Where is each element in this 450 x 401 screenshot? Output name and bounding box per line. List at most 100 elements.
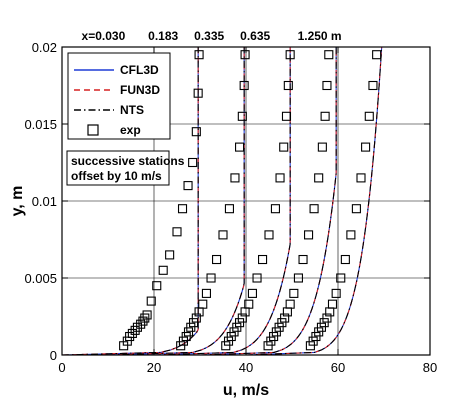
exp-point-s1-3 <box>183 327 194 337</box>
curve-nts-station-2 <box>153 47 291 356</box>
exp-point-s4-11 <box>340 254 350 265</box>
station-label-4: 1.250 m <box>298 29 342 43</box>
exp-point-s0-8 <box>140 313 150 323</box>
exp-point-s1-14 <box>230 173 240 183</box>
legend-box <box>67 52 171 140</box>
exp-point-s4-0 <box>305 341 315 351</box>
exp-point-s1-4 <box>186 322 196 332</box>
exp-point-s4-8 <box>327 299 338 309</box>
exp-point-s4-18 <box>372 50 382 60</box>
exp-point-s1-11 <box>212 254 222 265</box>
exp-point-s1-18 <box>240 50 250 60</box>
exp-point-s4-9 <box>331 288 341 298</box>
station-label-1: 0.183 <box>148 29 178 43</box>
exp-point-s2-4 <box>232 322 242 332</box>
exp-point-s3-12 <box>304 230 314 240</box>
exp-point-s0-1 <box>122 336 132 346</box>
y-tick-label-3: 0.015 <box>24 117 57 132</box>
exp-point-s3-10 <box>293 273 303 283</box>
exp-point-s0-3 <box>127 328 137 338</box>
exp-point-s1-10 <box>206 273 216 283</box>
exp-point-s0-20 <box>194 50 204 60</box>
station-label-0: x=0.030 <box>82 29 126 43</box>
exp-point-s4-14 <box>356 173 366 183</box>
exp-point-s0-13 <box>165 250 175 260</box>
exp-point-s4-17 <box>368 80 378 91</box>
exp-point-s1-9 <box>201 288 211 298</box>
exp-point-s0-2 <box>125 331 135 342</box>
exp-point-s0-10 <box>146 296 156 306</box>
y-tick-label-1: 0.005 <box>24 271 57 286</box>
exp-point-s1-2 <box>181 331 191 342</box>
exp-point-s3-15 <box>317 142 327 152</box>
legend-label-cfl3d: CFL3D <box>120 63 159 77</box>
exp-point-s4-16 <box>364 111 374 121</box>
exp-point-s2-17 <box>283 80 293 91</box>
exp-point-s0-12 <box>158 265 168 275</box>
exp-point-s0-4 <box>130 325 140 335</box>
y-tick-label-0: 0 <box>50 348 57 363</box>
exp-point-s2-10 <box>252 273 262 283</box>
legend-label-nts: NTS <box>120 103 144 117</box>
legend: CFL3D FUN3D NTS exp <box>67 52 171 140</box>
legend-label-exp: exp <box>120 123 141 137</box>
offset-annotation: successive stations offset by 10 m/s <box>66 150 185 186</box>
exp-point-s2-6 <box>237 313 247 323</box>
exp-point-s2-5 <box>235 318 245 328</box>
exp-point-s4-12 <box>346 230 356 240</box>
exp-point-s4-5 <box>319 318 329 328</box>
exp-point-s0-15 <box>177 204 188 214</box>
curve-nts-station-4 <box>245 46 383 356</box>
exp-point-s3-5 <box>277 318 287 328</box>
exp-point-s2-11 <box>258 254 268 265</box>
exp-point-s2-18 <box>285 50 295 60</box>
curve-nts-station-0 <box>61 47 199 356</box>
profile-curves <box>61 46 383 356</box>
exp-point-s0-5 <box>132 322 142 332</box>
curve-fun3d-station-3 <box>199 47 337 356</box>
exp-point-s4-2 <box>311 331 321 342</box>
exp-point-s2-9 <box>247 288 257 298</box>
annotation-line-1: successive stations <box>71 154 185 168</box>
exp-point-s3-4 <box>274 322 284 332</box>
exp-point-s4-1 <box>308 336 318 346</box>
exp-point-s3-16 <box>320 111 330 121</box>
exp-point-s4-3 <box>314 327 324 337</box>
exp-point-s2-14 <box>275 173 285 183</box>
x-tick-label-2: 40 <box>239 360 253 375</box>
y-axis-label: y, m <box>9 186 26 217</box>
exp-point-s3-9 <box>289 288 299 298</box>
axis-ticks: 0 20 40 60 80 0 0.005 0.01 0.015 0.02 <box>24 40 437 375</box>
exp-point-s1-16 <box>237 111 247 121</box>
x-tick-label-3: 60 <box>331 360 345 375</box>
legend-label-fun3d: FUN3D <box>120 83 160 97</box>
exp-point-s0-14 <box>172 227 182 237</box>
exp-point-s1-13 <box>224 204 234 214</box>
exp-point-s3-17 <box>322 80 332 91</box>
exp-point-s2-8 <box>244 299 254 309</box>
exp-point-s3-8 <box>285 299 295 309</box>
exp-point-s2-15 <box>279 142 289 152</box>
annotation-line-2: offset by 10 m/s <box>71 169 162 183</box>
exp-point-s1-17 <box>239 80 249 91</box>
y-tick-label-4: 0.02 <box>32 40 57 55</box>
exp-point-s4-13 <box>351 204 361 214</box>
experimental-markers <box>119 50 382 351</box>
exp-point-s1-8 <box>198 299 208 309</box>
annotation-box <box>66 150 170 186</box>
exp-point-s0-17 <box>188 157 198 168</box>
x-axis-label: u, m/s <box>223 382 269 399</box>
x-tick-label-1: 20 <box>147 360 161 375</box>
x-tick-label-4: 80 <box>423 360 437 375</box>
station-label-2: 0.335 <box>194 29 224 43</box>
exp-point-s2-0 <box>221 341 231 351</box>
exp-point-s0-16 <box>183 181 193 191</box>
y-tick-label-2: 0.01 <box>32 194 57 209</box>
exp-point-s0-9 <box>142 310 152 320</box>
exp-point-s0-18 <box>191 127 201 137</box>
exp-point-s4-15 <box>361 142 371 152</box>
exp-point-s4-4 <box>316 322 326 332</box>
exp-point-s2-1 <box>223 336 234 346</box>
exp-point-s1-5 <box>189 318 199 328</box>
